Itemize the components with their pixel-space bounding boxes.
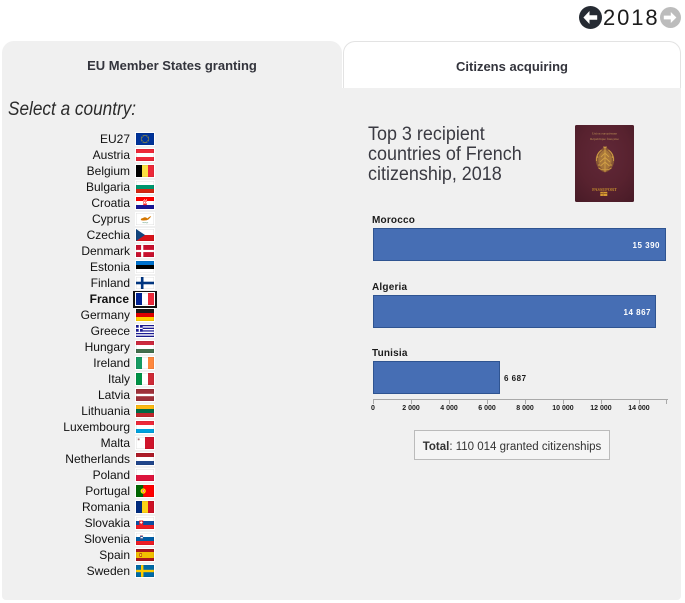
svg-text:Union européenne: Union européenne — [592, 132, 617, 136]
svg-text:PASSEPORT: PASSEPORT — [592, 187, 617, 192]
svg-text:République française: République française — [590, 137, 619, 141]
